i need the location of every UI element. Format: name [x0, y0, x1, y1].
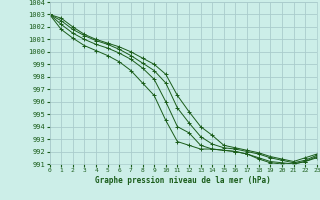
X-axis label: Graphe pression niveau de la mer (hPa): Graphe pression niveau de la mer (hPa) [95, 176, 271, 185]
